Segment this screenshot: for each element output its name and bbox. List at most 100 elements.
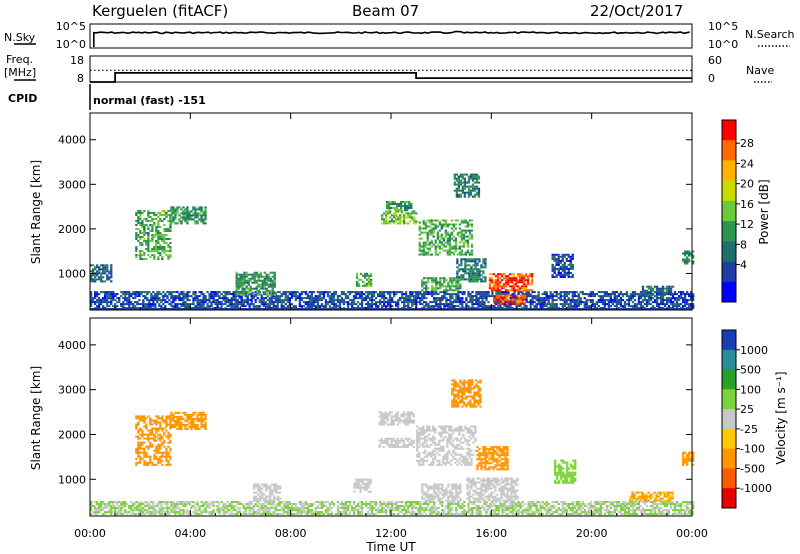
power-cell (545, 305, 548, 308)
power-cell (474, 272, 477, 275)
velocity-cell (310, 503, 314, 506)
power-cell (684, 295, 687, 298)
power-cell (332, 297, 336, 300)
velocity-cell (447, 505, 450, 508)
velocity-cell (441, 501, 444, 504)
power-cell (263, 283, 266, 286)
power-cell (389, 293, 392, 296)
cpid-label: CPID (8, 92, 37, 105)
velocity-cell (541, 507, 544, 510)
power-cell (682, 301, 685, 304)
power-cell (478, 276, 481, 279)
power-cell (140, 291, 143, 294)
power-cell (453, 177, 457, 180)
power-cell (135, 232, 138, 235)
velocity-cell (535, 501, 538, 504)
velocity-cell (501, 511, 504, 514)
power-cell (165, 250, 168, 253)
power-cell (508, 281, 512, 284)
power-cell (318, 297, 322, 300)
power-cell (468, 231, 472, 234)
velocity-cell (216, 511, 219, 514)
power-cell (509, 305, 512, 308)
power-cell (633, 291, 637, 294)
power-cell (92, 268, 95, 271)
velocity-cell (571, 507, 574, 510)
velocity-cell (441, 511, 444, 514)
power-cell (430, 233, 433, 236)
power-cell (212, 291, 215, 294)
velocity-cell (619, 513, 623, 516)
power-cell (659, 297, 663, 300)
power-cell (435, 285, 438, 288)
power-cell (190, 295, 193, 298)
velocity-cell (290, 513, 294, 516)
power-cell (581, 301, 584, 304)
power-colorbar-tick-label: 4 (740, 259, 747, 272)
power-cell (473, 295, 476, 298)
velocity-cell (366, 511, 370, 514)
power-cell (245, 275, 248, 278)
velocity-cell (104, 503, 107, 506)
power-cell (438, 239, 442, 242)
power-cell (669, 287, 673, 290)
power-cell (139, 236, 142, 239)
power-cell (151, 220, 154, 223)
power-cell (460, 268, 463, 271)
velocity-cell (228, 509, 231, 512)
velocity-cell (220, 501, 223, 504)
velocity-cell (563, 503, 566, 506)
power-cell (302, 305, 306, 308)
power-cell (92, 299, 95, 302)
power-cell (531, 279, 534, 282)
power-cell (194, 305, 197, 308)
power-cell (410, 205, 413, 208)
power-cell (457, 187, 461, 190)
power-cell (418, 237, 421, 240)
velocity-cell (509, 505, 512, 508)
power-cell (501, 291, 504, 294)
velocity-cell (282, 513, 285, 516)
power-cell (252, 297, 255, 300)
power-cell (553, 269, 556, 272)
power-cell (591, 305, 595, 308)
power-cell (489, 305, 492, 308)
power-cell (615, 299, 619, 302)
power-cell (467, 195, 471, 198)
power-cell (434, 251, 437, 254)
velocity-cell (585, 511, 588, 514)
power-cell (389, 212, 392, 215)
power-cell (243, 287, 246, 290)
power-cell (481, 303, 484, 306)
power-cell (255, 279, 258, 282)
velocity-cell (467, 511, 470, 514)
velocity-cell (475, 507, 478, 510)
power-cell (153, 250, 156, 253)
power-cell (479, 293, 482, 296)
power-cell (445, 303, 448, 306)
velocity-cell (164, 503, 167, 506)
power-cell (248, 303, 251, 306)
velocity-cell (573, 505, 576, 508)
power-cell (593, 293, 597, 296)
power-cell (645, 301, 649, 304)
power-cell (462, 270, 465, 273)
power-cell (507, 298, 511, 301)
power-cell (389, 303, 392, 306)
power-cell (529, 283, 532, 286)
power-cell (156, 295, 159, 298)
power-cell (432, 229, 435, 232)
velocity-cell (342, 503, 346, 506)
velocity-cell (238, 507, 241, 510)
power-cell (601, 297, 605, 300)
power-cell (346, 295, 350, 298)
velocity-cell (216, 505, 219, 508)
power-cell (167, 258, 170, 261)
velocity-cell (276, 513, 279, 516)
power-cell (122, 303, 125, 306)
power-cell (563, 261, 566, 264)
velocity-cell (252, 505, 255, 508)
velocity-cell (160, 511, 163, 514)
velocity-cell (372, 507, 376, 510)
power-cell (433, 287, 436, 290)
